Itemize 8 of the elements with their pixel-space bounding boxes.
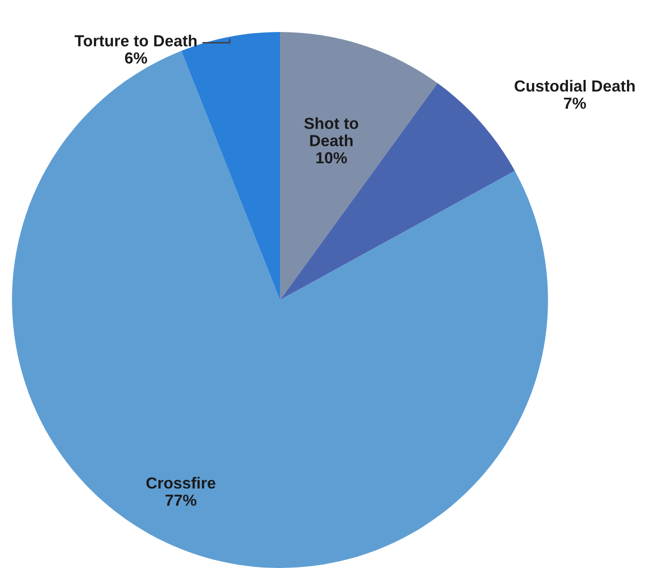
slice-label: Custodial Death	[514, 80, 635, 92]
data-label: 10%	[316, 152, 347, 164]
data-label: 7%	[564, 98, 586, 109]
slice-label: Crossfire	[146, 476, 216, 489]
data-label: 6%	[125, 52, 148, 64]
data-label: 77%	[166, 494, 196, 506]
slice-label: Torture to Death	[74, 34, 197, 46]
slice-label: Shot to Death	[304, 117, 358, 146]
